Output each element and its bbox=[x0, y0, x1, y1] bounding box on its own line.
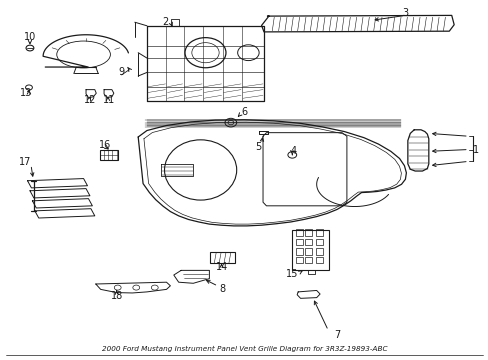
Text: 8: 8 bbox=[219, 284, 224, 294]
Text: 6: 6 bbox=[241, 107, 247, 117]
Text: 16: 16 bbox=[99, 140, 111, 150]
Text: 9: 9 bbox=[118, 67, 124, 77]
Bar bbox=[100, 149, 118, 160]
Text: 15: 15 bbox=[285, 269, 298, 279]
Bar bbox=[315, 239, 322, 245]
Text: 5: 5 bbox=[255, 142, 261, 152]
Text: 17: 17 bbox=[19, 157, 31, 167]
Text: 12: 12 bbox=[83, 95, 96, 105]
Text: 2000 Ford Mustang Instrument Panel Vent Grille Diagram for 3R3Z-19893-ABC: 2000 Ford Mustang Instrument Panel Vent … bbox=[102, 346, 386, 352]
Text: 10: 10 bbox=[24, 32, 36, 42]
Bar bbox=[305, 257, 311, 263]
Bar bbox=[292, 230, 328, 270]
Bar bbox=[315, 248, 322, 255]
Text: 11: 11 bbox=[102, 95, 115, 105]
Text: 14: 14 bbox=[216, 262, 228, 272]
Bar bbox=[296, 229, 303, 236]
Bar bbox=[315, 229, 322, 236]
Bar bbox=[210, 252, 234, 263]
Text: 7: 7 bbox=[333, 330, 340, 340]
Bar bbox=[296, 257, 303, 263]
Text: 18: 18 bbox=[110, 291, 122, 301]
Bar bbox=[305, 229, 311, 236]
Text: 13: 13 bbox=[20, 88, 33, 98]
Bar bbox=[315, 257, 322, 263]
Text: 1: 1 bbox=[472, 144, 478, 154]
Bar bbox=[296, 248, 303, 255]
Text: 3: 3 bbox=[402, 8, 407, 18]
Bar bbox=[296, 239, 303, 245]
Text: 4: 4 bbox=[289, 145, 296, 156]
Text: 2: 2 bbox=[162, 17, 168, 27]
Bar bbox=[305, 248, 311, 255]
Bar bbox=[305, 239, 311, 245]
